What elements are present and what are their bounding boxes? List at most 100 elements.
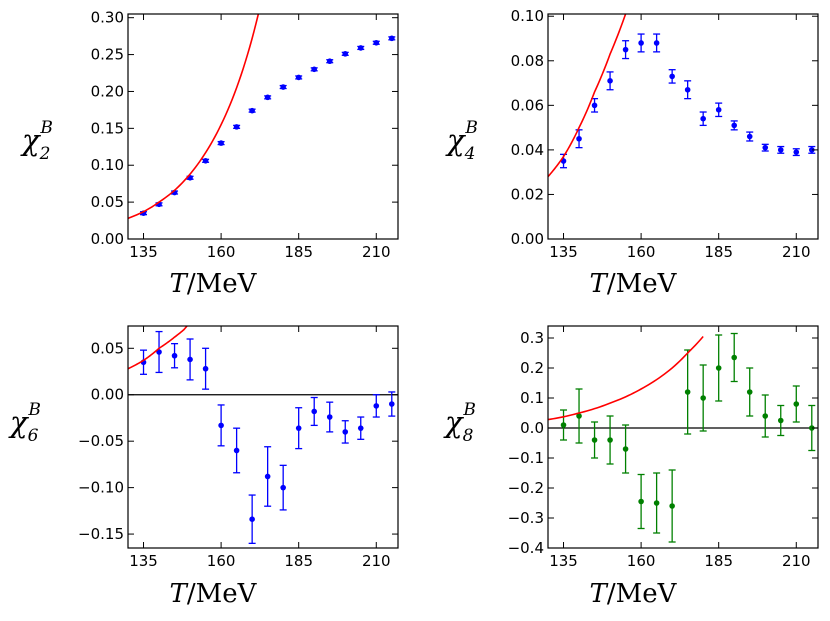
data-point xyxy=(792,385,800,423)
data-marker xyxy=(171,352,178,359)
y-tick-label: 0.02 xyxy=(511,185,544,203)
xlabel-chi2: T/MeV xyxy=(170,269,258,299)
data-point xyxy=(606,71,614,91)
data-marker xyxy=(622,46,629,53)
data-point xyxy=(668,469,676,543)
data-marker xyxy=(295,425,302,431)
data-point xyxy=(746,131,754,142)
data-point xyxy=(653,472,661,534)
data-point xyxy=(295,407,303,450)
data-point xyxy=(404,31,411,37)
y-tick-label: −0.05 xyxy=(78,432,124,450)
hrg-curve xyxy=(548,14,627,178)
data-marker xyxy=(218,422,224,429)
x-tick-label: 210 xyxy=(362,243,391,261)
data-marker xyxy=(342,51,349,57)
data-point xyxy=(372,394,380,418)
data-point xyxy=(341,51,349,57)
y-tick-label: 0.0 xyxy=(520,419,544,437)
data-marker xyxy=(202,365,209,372)
data-point xyxy=(653,33,661,53)
data-marker xyxy=(622,446,629,452)
data-marker xyxy=(233,447,240,454)
x-tick-label: 135 xyxy=(129,552,158,570)
data-point xyxy=(684,80,692,100)
y-tick-label: 0.05 xyxy=(91,339,124,357)
panel-chi2: χ2B T/MeV 135 160 185 210 0.00 0.05 0.10 0.15 0.… xyxy=(20,9,411,299)
plot-area xyxy=(128,14,411,220)
data-marker xyxy=(777,147,784,153)
data-marker xyxy=(342,429,349,435)
data-marker xyxy=(607,437,613,443)
data-marker xyxy=(311,66,318,73)
axes-frame xyxy=(547,13,819,240)
x-tick-label: 160 xyxy=(207,243,236,261)
data-point xyxy=(326,401,334,433)
y-tick-label: 0.10 xyxy=(511,7,544,25)
data-point xyxy=(808,404,816,452)
data-point xyxy=(730,120,738,131)
data-point xyxy=(591,98,599,113)
data-point xyxy=(715,102,723,118)
data-marker xyxy=(373,39,380,46)
data-marker xyxy=(669,73,675,80)
data-marker xyxy=(638,498,644,505)
data-point xyxy=(326,58,334,65)
data-point xyxy=(824,149,830,156)
y-tick-label: 0.15 xyxy=(91,119,124,137)
data-point xyxy=(264,446,272,507)
data-marker xyxy=(825,406,830,412)
xlabel-chi6: T/MeV xyxy=(170,579,258,609)
data-point xyxy=(730,332,738,383)
data-marker xyxy=(560,422,567,428)
data-point xyxy=(606,415,614,465)
y-tick-label: 0.25 xyxy=(91,46,124,64)
x-tick-label: 185 xyxy=(704,552,733,570)
data-marker xyxy=(793,149,800,155)
data-point xyxy=(295,74,303,81)
data-point xyxy=(761,394,769,438)
data-marker xyxy=(280,84,286,90)
data-marker xyxy=(715,106,722,113)
data-point xyxy=(575,129,583,149)
data-point xyxy=(372,39,380,46)
xlabel-chi8: T/MeV xyxy=(590,579,678,609)
data-point xyxy=(248,107,256,114)
data-point xyxy=(575,388,583,444)
data-marker xyxy=(156,349,162,355)
ylabel-chi6: χ6B xyxy=(8,400,41,446)
data-point xyxy=(388,35,396,42)
data-marker xyxy=(793,401,800,407)
data-point xyxy=(746,367,754,417)
y-tick-label: 0.00 xyxy=(511,230,544,248)
data-point xyxy=(560,409,568,441)
y-tick-label: −0.4 xyxy=(508,539,544,557)
data-point xyxy=(699,111,707,127)
ylabel-chi4: χ4B xyxy=(445,118,478,164)
data-point xyxy=(792,148,800,157)
data-point xyxy=(279,84,287,90)
data-marker xyxy=(638,40,644,46)
data-point xyxy=(637,473,645,530)
data-point xyxy=(637,33,645,53)
data-marker xyxy=(264,473,271,480)
data-point xyxy=(233,427,241,474)
data-marker xyxy=(357,45,364,51)
data-point xyxy=(777,404,785,437)
y-tick-label: 0.05 xyxy=(91,193,124,211)
y-tick-label: 0.00 xyxy=(91,386,124,404)
y-tick-label: 0.04 xyxy=(511,141,544,159)
data-marker xyxy=(607,78,613,84)
x-tick-label: 185 xyxy=(284,552,313,570)
data-point xyxy=(279,464,287,511)
data-marker xyxy=(684,86,691,93)
data-marker xyxy=(264,94,271,101)
data-point xyxy=(699,364,707,432)
y-tick-label: −0.10 xyxy=(78,479,124,497)
y-tick-label: 0.00 xyxy=(91,230,124,248)
data-marker xyxy=(762,144,769,151)
data-marker xyxy=(653,40,660,46)
data-marker xyxy=(405,392,411,398)
data-point xyxy=(684,349,692,435)
